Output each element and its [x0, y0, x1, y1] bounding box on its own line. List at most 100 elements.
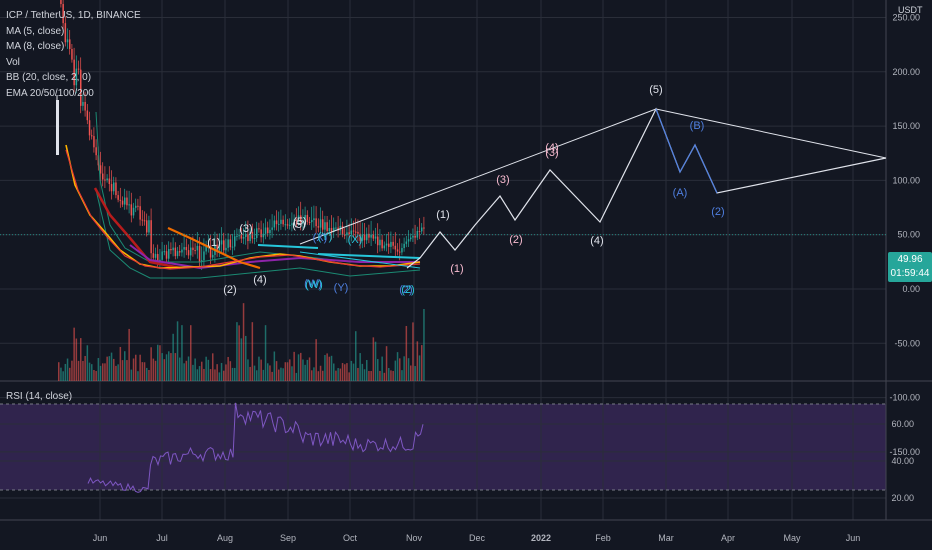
candle-body [154, 253, 157, 258]
currency-label[interactable]: USDT [898, 5, 923, 15]
projection-trendline [655, 108, 887, 159]
volume-bar [82, 360, 84, 381]
candle-body [366, 233, 368, 241]
volume-bar [372, 337, 375, 381]
candle-body [368, 233, 370, 238]
volume-bar [183, 363, 185, 381]
volume-bar [284, 362, 287, 381]
wave-label-blue: (2) [399, 284, 412, 296]
time-tick-label: Feb [595, 533, 611, 543]
price-tick-label: 250.00 [892, 13, 920, 23]
candle-body [291, 223, 293, 225]
volume-bar [157, 344, 159, 381]
rsi-indicator-label[interactable]: RSI (14, close) [6, 391, 73, 402]
volume-bar [330, 355, 333, 381]
volume-bar [209, 369, 212, 381]
volume-bar [190, 325, 192, 381]
rsi-band [0, 404, 886, 490]
candle-body [260, 229, 262, 238]
volume-bar [383, 372, 386, 381]
candle-body [381, 239, 383, 249]
candle-body [377, 236, 379, 246]
indicator-ma8[interactable]: MA (8, close) [6, 41, 65, 52]
candle-body [82, 101, 84, 106]
symbol-title[interactable]: ICP / TetherUS, 1D, BINANCE [6, 10, 141, 21]
candle-body [196, 245, 199, 251]
indicator-ma5[interactable]: MA (5, close) [6, 25, 65, 37]
volume-bar [91, 364, 93, 381]
volume-bar [388, 368, 390, 381]
candle-body [280, 219, 282, 224]
volume-bar [77, 360, 80, 381]
volume-bar [275, 361, 278, 381]
volume-bar [363, 369, 366, 381]
candle-body [218, 244, 221, 251]
candle-body [253, 238, 256, 240]
time-tick-label: May [783, 533, 801, 543]
volume-bar [238, 325, 240, 381]
candle-body [209, 245, 212, 258]
wave-label-pink: (2) [509, 234, 522, 246]
candle-body [185, 247, 188, 251]
candle-body [84, 101, 86, 111]
volume-bar [339, 368, 342, 381]
candle-body [225, 247, 227, 251]
candle-body [352, 230, 355, 232]
volume-bar [220, 362, 223, 381]
wave-label-blue: (W) [304, 278, 322, 290]
candle-body [172, 247, 174, 251]
wave-label-white: (5) [649, 84, 662, 96]
volume-bar [247, 359, 249, 381]
volume-bar [269, 365, 271, 381]
volume-bar [306, 359, 309, 381]
volume-bar [236, 322, 238, 381]
trendline-channel [299, 251, 421, 269]
time-tick-label: Oct [343, 533, 358, 543]
candle-body [187, 250, 190, 256]
volume-bar [414, 366, 416, 381]
volume-bar [370, 371, 372, 381]
volume-bar [95, 371, 97, 381]
candle-body [374, 236, 377, 239]
volume-bar [315, 339, 317, 381]
candle-body [418, 230, 421, 232]
volume-bar [218, 372, 221, 381]
candle-body [388, 243, 390, 247]
volume-bar [102, 363, 104, 381]
candle-body [311, 220, 313, 223]
price-tick-label: 0.00 [902, 284, 920, 294]
candle-body [335, 227, 337, 229]
candle-body [262, 233, 265, 238]
indicator-vol[interactable]: Vol [6, 56, 20, 68]
candle-body [372, 234, 375, 239]
volume-bar [264, 325, 267, 381]
wave-label-white: (4) [253, 274, 266, 286]
candle-body [284, 224, 287, 226]
candle-body [95, 147, 97, 156]
indicator-ema[interactable]: EMA 20/50/100/200 [6, 87, 94, 99]
volume-bar [251, 322, 254, 381]
candle-body [304, 214, 306, 223]
candle-body [113, 182, 115, 192]
candle-body [139, 206, 141, 220]
volume-bar [273, 351, 276, 381]
volume-bar [317, 371, 320, 381]
candle-body [170, 249, 172, 251]
rsi-tick-label: 20.00 [891, 493, 914, 503]
candle-body [344, 234, 346, 236]
candle-body [220, 240, 223, 245]
volume-bar [66, 358, 69, 381]
volume-bar [313, 367, 315, 381]
candle-body [297, 215, 300, 221]
volume-bar [410, 365, 412, 381]
volume-bar [421, 345, 423, 381]
volume-bar [137, 371, 139, 381]
candle-body [414, 235, 416, 238]
volume-bar [64, 363, 67, 381]
candle-body [269, 229, 271, 234]
time-tick-label: Sep [280, 533, 296, 543]
volume-bar [392, 370, 394, 381]
volume-bar [108, 356, 111, 381]
indicator-bb[interactable]: BB (20, close, 2, 0) [6, 72, 92, 83]
